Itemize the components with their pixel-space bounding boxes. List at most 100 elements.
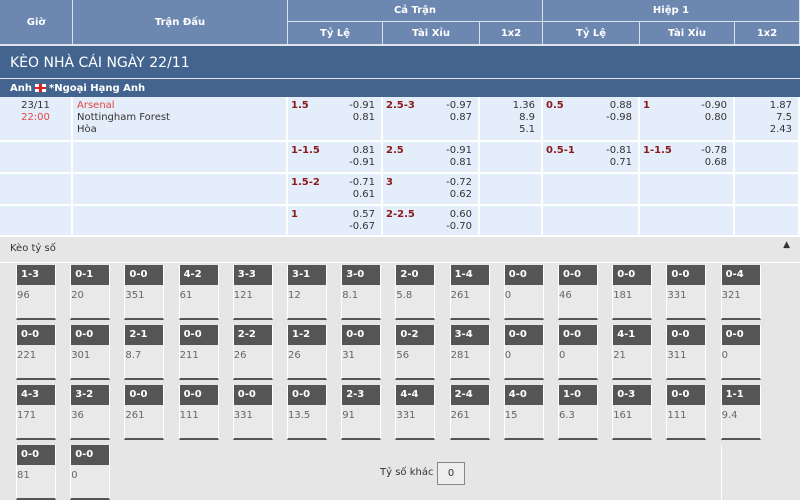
odds-value[interactable]: 0.61	[352, 189, 375, 200]
score-cell[interactable]: 0-0 331	[232, 385, 273, 440]
odds-cell[interactable]	[735, 142, 800, 174]
odds-value[interactable]: 0.60	[449, 209, 472, 220]
score-cell[interactable]: 0-0 111	[178, 385, 219, 440]
odds-value[interactable]: 0.88	[609, 100, 632, 111]
score-cell[interactable]: 1-0 6.3	[558, 385, 598, 440]
odds-value[interactable]: 0.71	[609, 157, 632, 168]
score-cell[interactable]: 0-0 181	[612, 265, 653, 320]
odds-value[interactable]: 0.68	[704, 157, 727, 168]
odds-value[interactable]: -0.90	[701, 100, 727, 111]
odds-cell[interactable]	[640, 206, 735, 237]
odds-cell[interactable]	[480, 206, 543, 237]
odds-cell[interactable]: 0.5-1 -0.81 0.71	[543, 142, 640, 174]
score-cell[interactable]: 2-4 261	[449, 385, 490, 440]
score-cell[interactable]: 4-1 21	[612, 325, 653, 380]
odds-cell[interactable]: 1.87 7.5 2.43	[735, 97, 800, 142]
score-cell[interactable]: 0-1 20	[70, 265, 111, 320]
odds-value[interactable]: 0.62	[449, 189, 472, 200]
odds-cell[interactable]	[735, 174, 800, 206]
score-cell[interactable]: 0-0 81	[16, 445, 56, 500]
odds-cell[interactable]: 1-1.5 0.81 -0.91	[288, 142, 383, 174]
odds-cell[interactable]: 2.5-3 -0.97 0.87	[383, 97, 480, 142]
odds-cell[interactable]	[640, 174, 735, 206]
score-cell[interactable]: 0-0 301	[70, 325, 111, 380]
score-cell[interactable]: 2-0 5.8	[395, 265, 436, 320]
score-cell[interactable]: 4-2 61	[178, 265, 219, 320]
score-cell[interactable]: 0-0 0	[503, 265, 544, 320]
odds-value[interactable]: 7.5	[776, 112, 792, 123]
odds-value[interactable]: 0.81	[449, 157, 472, 168]
odds-value[interactable]: 0.87	[449, 112, 472, 123]
odds-value[interactable]: -0.67	[349, 221, 375, 232]
odds-cell[interactable]	[543, 206, 640, 237]
odds-value[interactable]: -0.71	[349, 177, 375, 188]
odds-cell[interactable]	[543, 174, 640, 206]
other-score-value[interactable]: 0	[437, 462, 465, 485]
odds-value[interactable]: 8.9	[519, 112, 535, 123]
odds-value[interactable]: -0.91	[446, 145, 472, 156]
odds-cell[interactable]: 1.5-2 -0.71 0.61	[288, 174, 383, 206]
odds-cell[interactable]	[480, 142, 543, 174]
score-cell[interactable]: 2-2 26	[232, 325, 273, 380]
odds-cell[interactable]: 1.36 8.9 5.1	[480, 97, 543, 142]
odds-value[interactable]: -0.97	[446, 100, 472, 111]
score-cell[interactable]: 3-3 121	[232, 265, 273, 320]
score-cell[interactable]: 0-0 46	[558, 265, 598, 320]
odds-cell[interactable]: 3 -0.72 0.62	[383, 174, 480, 206]
odds-value[interactable]: 1.36	[512, 100, 535, 111]
score-cell[interactable]: 2-3 91	[341, 385, 382, 440]
odds-cell[interactable]: 1-1.5 -0.78 0.68	[640, 142, 735, 174]
score-cell[interactable]: 3-2 36	[70, 385, 111, 440]
odds-value[interactable]: 1.87	[769, 100, 792, 111]
odds-value[interactable]: -0.91	[349, 100, 375, 111]
odds-value[interactable]: 0.81	[352, 112, 375, 123]
odds-cell[interactable]: 1 -0.90 0.80	[640, 97, 735, 142]
odds-value[interactable]: -0.70	[446, 221, 472, 232]
odds-cell[interactable]	[735, 206, 800, 237]
score-cell[interactable]: 4-4 331	[395, 385, 436, 440]
odds-cell[interactable]: 1.5 -0.91 0.81	[288, 97, 383, 142]
score-cell[interactable]: 0-0 13.5	[287, 385, 327, 440]
odds-value[interactable]: 0.80	[704, 112, 727, 123]
score-cell[interactable]: 0-0 0	[70, 445, 111, 500]
home-team[interactable]: Arsenal	[77, 100, 115, 111]
odds-cell[interactable]: 1 0.57 -0.67	[288, 206, 383, 237]
odds-value[interactable]: -0.98	[606, 112, 632, 123]
score-cell[interactable]: 4-0 15	[503, 385, 544, 440]
score-cell[interactable]: 1-3 96	[16, 265, 56, 320]
odds-cell[interactable]: 2.5 -0.91 0.81	[383, 142, 480, 174]
score-cell[interactable]: 1-4 261	[449, 265, 490, 320]
score-cell[interactable]: 0-0 211	[178, 325, 219, 380]
score-cell[interactable]: 4-3 171	[16, 385, 56, 440]
score-cell[interactable]: 3-1 12	[287, 265, 327, 320]
score-cell[interactable]: 0-0 331	[666, 265, 707, 320]
odds-cell[interactable]: 2-2.5 0.60 -0.70	[383, 206, 480, 237]
odds-cell[interactable]	[480, 174, 543, 206]
odds-value[interactable]: 2.43	[769, 124, 792, 135]
odds-value[interactable]: -0.78	[701, 145, 727, 156]
score-cell[interactable]: 2-1 8.7	[124, 325, 165, 380]
odds-value[interactable]: 0.57	[352, 209, 375, 220]
score-cell[interactable]: 0-0 31	[341, 325, 382, 380]
score-cell[interactable]: 3-0 8.1	[341, 265, 382, 320]
score-cell[interactable]: 0-0 111	[666, 385, 707, 440]
odds-value[interactable]: -0.72	[446, 177, 472, 188]
score-cell[interactable]: 0-0 0	[503, 325, 544, 380]
score-cell[interactable]: 0-0 261	[124, 385, 165, 440]
score-cell[interactable]: 0-0 0	[558, 325, 598, 380]
away-team[interactable]: Nottingham Forest	[77, 112, 170, 123]
score-cell[interactable]: 0-0 311	[666, 325, 707, 380]
score-cell[interactable]: 0-4 321	[720, 265, 761, 320]
score-cell[interactable]: 0-3 161	[612, 385, 653, 440]
score-cell[interactable]: 0-0 221	[16, 325, 56, 380]
odds-value[interactable]: -0.91	[349, 157, 375, 168]
odds-value[interactable]: 0.81	[352, 145, 375, 156]
odds-value[interactable]: 5.1	[519, 124, 535, 135]
triangle-up-icon[interactable]: ▲	[783, 240, 790, 250]
score-cell[interactable]: 1-1 9.4	[720, 385, 761, 440]
score-cell[interactable]: 0-2 56	[395, 325, 436, 380]
score-cell[interactable]: 0-0 0	[720, 325, 761, 380]
score-cell[interactable]: 0-0 351	[124, 265, 165, 320]
odds-value[interactable]: -0.81	[606, 145, 632, 156]
score-cell[interactable]: 1-2 26	[287, 325, 327, 380]
